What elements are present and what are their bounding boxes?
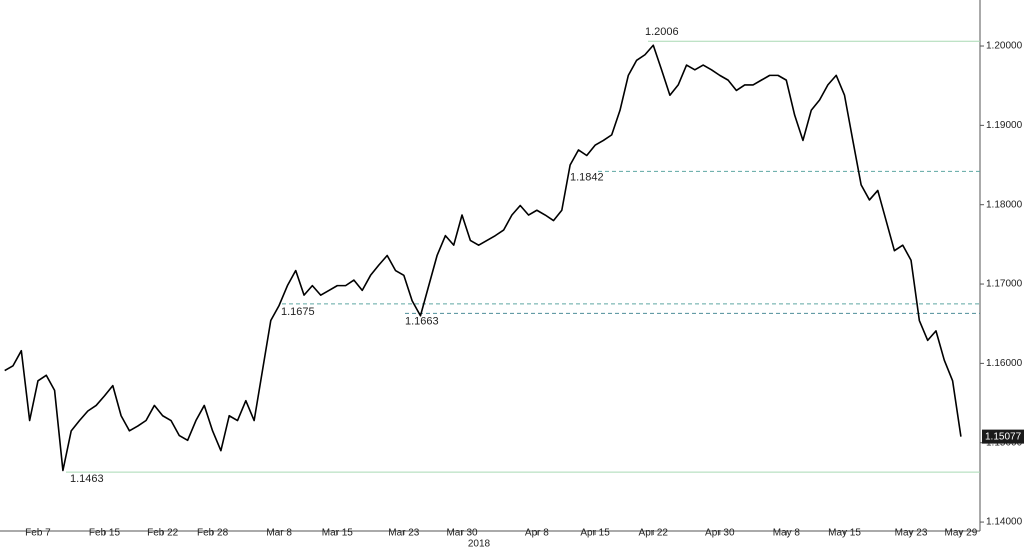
level-label: 1.2006 bbox=[645, 26, 679, 38]
x-tick-label: Mar 30 bbox=[446, 528, 478, 539]
level-label: 1.1663 bbox=[405, 315, 439, 327]
x-tick-label: May 15 bbox=[828, 528, 861, 539]
x-tick-label: Apr 8 bbox=[525, 528, 549, 539]
x-tick-label: May 8 bbox=[773, 528, 801, 539]
level-label: 1.1842 bbox=[570, 171, 604, 183]
x-tick-label: Feb 22 bbox=[147, 528, 179, 539]
y-tick-label: 1.16000 bbox=[986, 358, 1023, 369]
x-tick-label: Mar 15 bbox=[322, 528, 354, 539]
x-tick-label: Apr 15 bbox=[580, 528, 610, 539]
y-tick-label: 1.18000 bbox=[986, 199, 1023, 210]
level-label: 1.1675 bbox=[281, 306, 315, 318]
y-tick-label: 1.20000 bbox=[986, 41, 1023, 52]
x-tick-label: Apr 22 bbox=[639, 528, 669, 539]
x-tick-label: Apr 30 bbox=[705, 528, 735, 539]
x-tick-label: Mar 23 bbox=[388, 528, 420, 539]
x-tick-label: Feb 15 bbox=[89, 528, 121, 539]
y-tick-label: 1.14000 bbox=[986, 517, 1023, 528]
y-tick-label: 1.19000 bbox=[986, 120, 1023, 131]
x-tick-label: May 29 bbox=[945, 528, 978, 539]
x-tick-label: May 23 bbox=[895, 528, 928, 539]
level-label: 1.1463 bbox=[70, 473, 104, 485]
x-tick-label: Mar 8 bbox=[266, 528, 292, 539]
last-price-label: 1.15077 bbox=[985, 431, 1022, 442]
x-tick-label: Feb 28 bbox=[197, 528, 229, 539]
y-tick-label: 1.17000 bbox=[986, 279, 1023, 290]
price-line bbox=[4, 44, 962, 472]
last-price-box bbox=[982, 429, 1024, 444]
x-axis-label: 2018 bbox=[468, 539, 491, 549]
x-tick-label: Feb 7 bbox=[25, 528, 51, 539]
